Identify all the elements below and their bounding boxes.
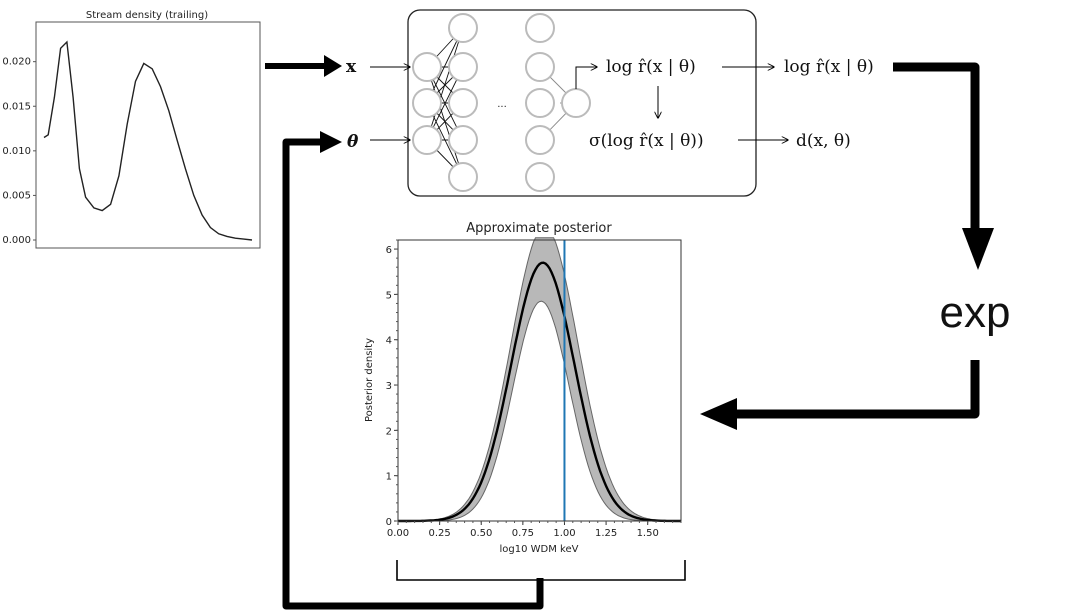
ytick-label: 1 [386,472,392,483]
neuron [412,88,442,118]
d-output: d(x, θ) [796,131,851,151]
neuron [525,162,555,192]
hidden-layer-1 [448,13,478,192]
ytick-label: 0.000 [2,235,31,246]
stream-density-chart: Stream density (trailing) 0.000 0.005 0.01… [2,10,261,249]
output-neuron [561,88,591,118]
neuron [525,125,555,155]
neuron [448,88,478,118]
ytick-label: 5 [386,290,392,301]
sigma-output: σ(log r̂(x | θ)) [589,131,704,151]
ytick-label: 0.010 [2,146,31,157]
xtick-label: 1.00 [553,528,575,539]
input-theta-label: θ [347,132,359,152]
posterior-ylabel: Posterior density [364,338,375,422]
neuron [525,13,555,43]
ytick-label: 2 [386,426,392,437]
input-x-arrow [265,55,342,77]
xtick-label: 0.75 [512,528,534,539]
neuron [448,13,478,43]
neuron [448,162,478,192]
stream-chart-title: Stream density (trailing) [86,10,208,21]
ytick-label: 6 [386,245,392,256]
posterior-yticks: 0 1 2 3 4 5 6 [386,239,398,528]
to-exp-arrow [893,62,994,270]
network-box [407,9,757,197]
xtick-label: 0.00 [387,528,409,539]
posterior-bracket [396,560,686,581]
posterior-uncertainty-band [398,237,682,522]
ytick-label: 0.005 [2,190,31,201]
posterior-xlabel: log10 WDM keV [500,544,579,555]
log-ratio-output: log r̂(x | θ) [606,57,696,77]
xtick-label: 1.25 [595,528,617,539]
input-layer [412,52,442,155]
stream-density-line [43,40,253,241]
output-to-log-ratio-arrow [575,67,597,89]
xtick-label: 0.50 [470,528,492,539]
exp-label: exp [940,288,1011,337]
neuron [412,125,442,155]
neuron [525,52,555,82]
stream-chart-yticks: 0.000 0.005 0.010 0.015 0.020 [2,57,36,246]
feedback-loop-arrow [282,131,544,610]
posterior-chart: Approximate posterior 0.00 0.25 0.50 0.75 1.… [364,221,682,555]
neuron [412,52,442,82]
ytick-label: 0.015 [2,101,31,112]
xtick-label: 1.50 [637,528,659,539]
ytick-label: 0 [386,517,392,528]
posterior-plot-area [398,237,682,523]
neuron [525,88,555,118]
layer-ellipsis: ... [497,99,507,110]
xtick-label: 0.25 [428,528,450,539]
neuron [448,125,478,155]
stream-chart-frame [35,21,261,249]
neural-network: ... log r̂(x | θ) σ(log r̂(x | θ)) [370,9,757,197]
ytick-label: 3 [386,381,392,392]
neuron [448,52,478,82]
ytick-label: 0.020 [2,57,31,68]
input-x-label: x [346,57,357,77]
posterior-chart-title: Approximate posterior [466,221,612,236]
exp-to-posterior-arrow [700,360,980,430]
ytick-label: 4 [386,336,392,347]
posterior-xticks: 0.00 0.25 0.50 0.75 1.00 1.25 1.50 [387,521,682,539]
hidden-layer-n [525,13,555,192]
log-ratio-right: log r̂(x | θ) [784,57,874,77]
posterior-mean-line [398,261,681,523]
